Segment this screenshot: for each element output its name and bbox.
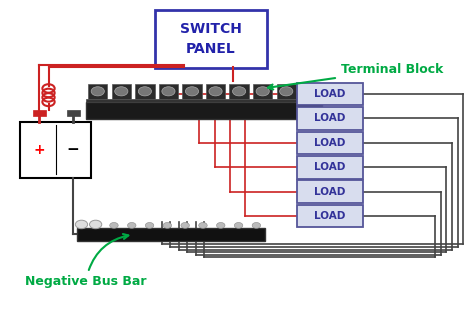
FancyBboxPatch shape [297, 181, 363, 203]
Text: LOAD: LOAD [314, 211, 346, 221]
Text: LOAD: LOAD [314, 162, 346, 172]
FancyBboxPatch shape [86, 102, 322, 119]
Circle shape [199, 222, 207, 228]
FancyBboxPatch shape [155, 10, 267, 68]
Text: LOAD: LOAD [314, 113, 346, 123]
FancyBboxPatch shape [33, 110, 46, 115]
Circle shape [109, 222, 118, 228]
FancyBboxPatch shape [300, 84, 319, 99]
FancyBboxPatch shape [297, 156, 363, 179]
FancyBboxPatch shape [297, 83, 363, 105]
Text: +: + [34, 143, 45, 157]
Circle shape [256, 87, 269, 96]
Circle shape [181, 222, 190, 228]
Circle shape [115, 87, 128, 96]
FancyBboxPatch shape [297, 205, 363, 227]
Circle shape [209, 87, 222, 96]
FancyBboxPatch shape [112, 84, 131, 99]
Circle shape [233, 87, 246, 96]
Text: LOAD: LOAD [314, 138, 346, 148]
Circle shape [146, 222, 154, 228]
FancyBboxPatch shape [77, 228, 265, 241]
Circle shape [91, 87, 104, 96]
FancyBboxPatch shape [253, 84, 273, 99]
Circle shape [252, 222, 261, 228]
FancyBboxPatch shape [297, 132, 363, 154]
FancyBboxPatch shape [229, 84, 249, 99]
FancyBboxPatch shape [182, 84, 201, 99]
Circle shape [138, 87, 152, 96]
Circle shape [234, 222, 243, 228]
FancyBboxPatch shape [88, 84, 108, 99]
FancyBboxPatch shape [86, 99, 322, 102]
FancyBboxPatch shape [277, 84, 296, 99]
Text: SWITCH
PANEL: SWITCH PANEL [180, 22, 242, 56]
Text: Terminal Block: Terminal Block [268, 63, 443, 89]
FancyBboxPatch shape [297, 107, 363, 130]
Circle shape [128, 222, 136, 228]
Circle shape [217, 222, 225, 228]
Circle shape [162, 87, 175, 96]
Text: LOAD: LOAD [314, 89, 346, 99]
Circle shape [280, 87, 293, 96]
FancyBboxPatch shape [67, 110, 80, 115]
Text: LOAD: LOAD [314, 187, 346, 197]
FancyBboxPatch shape [159, 84, 178, 99]
Circle shape [185, 87, 199, 96]
Text: −: − [67, 142, 80, 157]
FancyBboxPatch shape [20, 122, 91, 178]
Circle shape [163, 222, 172, 228]
FancyBboxPatch shape [206, 84, 225, 99]
Text: Negative Bus Bar: Negative Bus Bar [25, 234, 146, 289]
Circle shape [75, 220, 88, 229]
Circle shape [90, 220, 102, 229]
Circle shape [303, 87, 317, 96]
FancyBboxPatch shape [135, 84, 155, 99]
